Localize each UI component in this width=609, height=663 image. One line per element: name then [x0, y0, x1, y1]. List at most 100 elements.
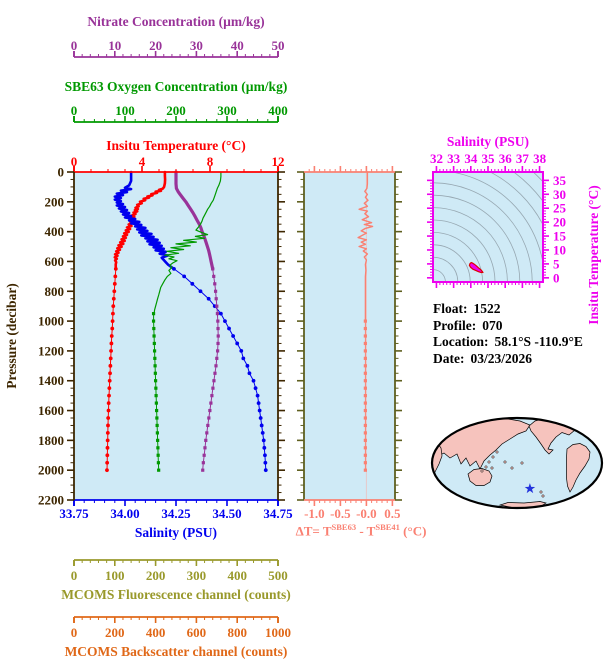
data-point — [245, 363, 250, 368]
data-point — [172, 267, 176, 271]
data-point — [107, 393, 111, 398]
ts-diagram-plot-area — [433, 172, 543, 282]
data-point — [154, 401, 158, 405]
data-point — [105, 453, 110, 458]
date-label: Date: — [433, 350, 465, 366]
data-point — [201, 461, 205, 465]
data-point — [227, 326, 231, 331]
ts-temperature-tick-label: 10 — [553, 242, 566, 257]
pressure-tick-label: 1800 — [38, 433, 64, 448]
data-point — [363, 416, 367, 420]
salinity-tick-label: 34.50 — [212, 506, 241, 521]
island — [495, 450, 499, 454]
data-point — [111, 296, 116, 301]
series-SBE63 Oxygen (discrete) — [153, 313, 160, 471]
ts-salinity-tick-label: 38 — [533, 151, 547, 166]
oxygen-tick-label: 400 — [268, 103, 288, 118]
data-point — [203, 446, 207, 450]
ts-salinity-tick-label: 34 — [464, 151, 478, 166]
data-point — [152, 326, 156, 331]
ts-temperature-tick-label: 25 — [553, 201, 567, 216]
float-location-star-marker — [524, 483, 536, 494]
backscatter-tick-label: 400 — [146, 625, 166, 640]
temperature-axis-title: Insitu Temperature (°C) — [106, 138, 245, 153]
data-point — [106, 416, 111, 420]
island — [510, 466, 514, 470]
series-SBE63 Oxygen (high-res) — [153, 171, 222, 315]
salinity-tick-label: 34.00 — [110, 506, 139, 521]
data-point — [363, 394, 367, 398]
data-point — [260, 431, 265, 435]
profile-label: Profile: — [433, 317, 477, 333]
date-value: 03/23/2026 — [470, 350, 532, 366]
ts-salinity-tick-label: 37 — [516, 151, 530, 166]
float-info-line: Float: 1522 — [433, 301, 583, 318]
data-point — [106, 401, 111, 405]
ts-salinity-tick-label: 32 — [430, 151, 443, 166]
data-point — [156, 461, 161, 465]
delta-t-tick-label: -0.5 — [330, 506, 351, 521]
data-point — [363, 364, 367, 368]
data-point — [213, 282, 217, 286]
data-point — [363, 401, 367, 405]
ts-salinity-tick-label: 33 — [447, 151, 461, 166]
temperature-tick-label: 4 — [139, 154, 146, 169]
data-point — [211, 386, 215, 390]
oxygen-tick-label: 200 — [166, 103, 186, 118]
data-point — [105, 468, 109, 473]
data-point — [182, 274, 187, 279]
data-point — [155, 431, 159, 435]
data-point — [112, 281, 117, 286]
data-point — [105, 431, 110, 435]
data-point — [215, 356, 219, 360]
pressure-axis-title: Pressure (decibar) — [4, 283, 19, 389]
data-point — [152, 349, 157, 353]
data-point — [105, 445, 110, 450]
data-point — [107, 378, 112, 383]
data-point — [105, 460, 110, 465]
world-map-outline — [430, 416, 604, 510]
oxygen-tick-label: 100 — [115, 103, 135, 118]
island — [541, 494, 545, 498]
data-point — [218, 311, 223, 316]
float-info-line: Date: 03/23/2026 — [433, 351, 583, 368]
data-point — [214, 364, 218, 368]
temperature-tick-label: 12 — [272, 154, 285, 169]
data-point — [113, 274, 118, 279]
data-point — [198, 289, 203, 294]
island — [503, 460, 507, 464]
float-label: Float: — [433, 301, 468, 316]
nitrate-tick-label: 0 — [71, 38, 78, 53]
backscatter-tick-label: 200 — [105, 625, 125, 640]
data-point — [258, 416, 263, 420]
continent — [566, 443, 591, 493]
data-point — [154, 394, 158, 398]
island — [490, 466, 494, 470]
nitrate-axis-title: Nitrate Concentration (µm/kg) — [87, 14, 264, 29]
fluorescence-tick-label: 300 — [187, 568, 207, 583]
pressure-tick-label: 200 — [45, 194, 65, 209]
data-point — [216, 341, 220, 346]
data-point — [205, 431, 209, 435]
data-point — [153, 356, 157, 360]
data-point — [251, 378, 256, 383]
data-point — [216, 326, 220, 331]
data-point — [216, 319, 220, 323]
data-point — [363, 453, 367, 457]
data-point — [363, 379, 367, 383]
backscatter-tick-label: 1000 — [265, 625, 291, 640]
fluorescence-tick-label: 500 — [268, 568, 288, 583]
ts-temperature-tick-label: 30 — [553, 187, 566, 202]
data-point — [111, 311, 115, 316]
data-point — [151, 319, 156, 323]
data-point — [214, 297, 218, 301]
fluorescence-tick-label: 0 — [71, 568, 78, 583]
data-point — [106, 423, 110, 428]
data-point — [212, 274, 216, 278]
data-point — [190, 281, 195, 286]
salinity-tick-label: 33.75 — [59, 506, 89, 521]
data-point — [256, 401, 261, 405]
salinity-tick-label: 34.25 — [161, 506, 191, 521]
data-point — [239, 349, 244, 353]
data-point — [111, 304, 116, 309]
